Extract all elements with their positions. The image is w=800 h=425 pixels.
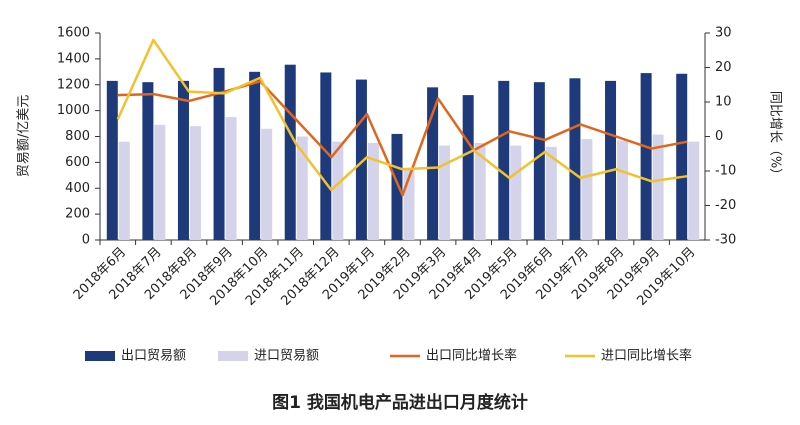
line <box>117 80 688 197</box>
legend-label: 出口同比增长率 <box>426 348 517 364</box>
y-axis-label: 贸易额/亿美元 <box>17 95 32 177</box>
y2-tick-label: 10 <box>715 95 732 110</box>
bar <box>676 73 688 240</box>
bar <box>581 139 593 240</box>
bar <box>569 78 581 240</box>
bar <box>605 80 617 241</box>
bar <box>427 87 439 241</box>
bar <box>154 124 166 240</box>
bar <box>462 95 474 240</box>
bar <box>545 146 557 240</box>
bar <box>403 170 415 240</box>
bar <box>355 79 367 240</box>
bar <box>106 80 118 241</box>
y2-tick-label: 20 <box>715 60 732 75</box>
bar <box>391 133 403 240</box>
bar <box>142 82 154 240</box>
bar <box>284 64 296 241</box>
y-tick-label: 800 <box>65 129 90 144</box>
bar <box>617 140 629 240</box>
bar <box>474 142 486 240</box>
legend-swatch <box>85 351 115 361</box>
bar <box>261 128 273 240</box>
bar <box>640 73 652 240</box>
bar <box>296 136 308 240</box>
bar <box>439 145 451 240</box>
line <box>116 38 688 192</box>
bar <box>177 80 189 241</box>
y-tick-label: 0 <box>82 233 90 248</box>
y-tick-label: 1600 <box>57 26 90 41</box>
bar <box>652 134 664 240</box>
chart-title: 图1 我国机电产品进出口月度统计 <box>272 392 528 413</box>
y-tick-label: 1400 <box>57 51 90 66</box>
y2-tick-label: -20 <box>715 198 736 213</box>
y2-axis-label: 同比增长（%） <box>768 91 783 181</box>
bar <box>498 80 510 241</box>
y2-tick-label: -30 <box>715 233 736 248</box>
bar <box>249 71 261 240</box>
bar <box>688 141 700 240</box>
legend-label: 出口贸易额 <box>121 349 186 364</box>
y2-tick-label: 0 <box>715 129 723 144</box>
y-tick-label: 400 <box>65 181 90 196</box>
bar <box>533 82 545 240</box>
y-tick-label: 1000 <box>57 103 90 118</box>
bar <box>320 72 332 240</box>
bar <box>332 141 344 240</box>
y-tick-label: 1200 <box>57 77 90 92</box>
bar <box>213 67 225 241</box>
y2-tick-label: -10 <box>715 164 736 179</box>
legend-label: 进口同比增长率 <box>601 348 692 364</box>
bar <box>225 117 237 240</box>
bar <box>189 126 201 240</box>
bar <box>510 145 522 240</box>
legend-label: 进口贸易额 <box>254 349 319 364</box>
legend-swatch <box>218 351 248 361</box>
y-tick-label: 200 <box>65 207 90 222</box>
bar <box>367 142 379 240</box>
y-tick-label: 600 <box>65 155 90 170</box>
bar <box>118 141 130 240</box>
y2-tick-label: 30 <box>715 26 732 41</box>
